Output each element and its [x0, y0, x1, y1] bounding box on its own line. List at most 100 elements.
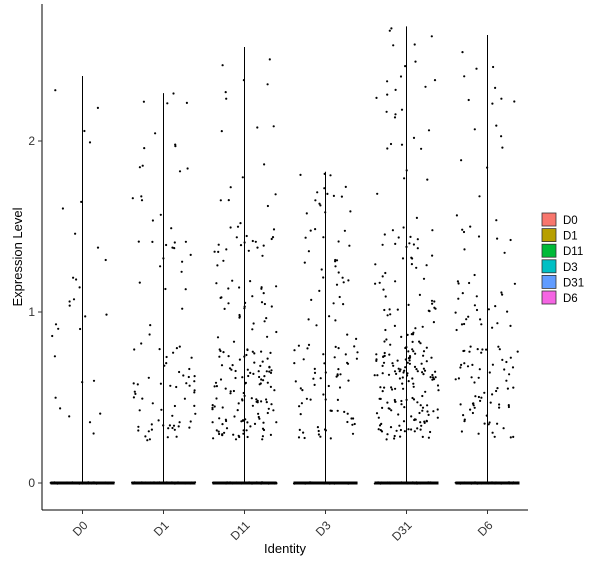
data-point	[381, 243, 384, 246]
data-point	[271, 236, 275, 239]
data-point	[269, 385, 272, 388]
data-point	[382, 355, 385, 358]
data-point	[473, 381, 476, 384]
data-point	[138, 166, 141, 169]
zero-point	[220, 482, 222, 485]
zero-point	[224, 482, 227, 485]
data-point	[215, 282, 218, 285]
data-point	[398, 424, 401, 427]
data-point	[408, 242, 411, 245]
data-point	[238, 286, 241, 289]
data-point	[467, 315, 470, 318]
data-point	[400, 403, 403, 406]
data-point	[88, 421, 92, 424]
data-point	[242, 391, 245, 395]
data-point	[425, 346, 428, 349]
legend-label-D6: D6	[563, 293, 578, 305]
zero-point	[131, 481, 133, 484]
data-point	[225, 427, 229, 430]
data-point	[314, 199, 317, 202]
data-point	[381, 406, 384, 409]
zero-point	[338, 482, 341, 485]
data-point	[183, 397, 186, 400]
data-point	[394, 280, 397, 283]
data-point	[347, 279, 350, 282]
data-point	[408, 359, 411, 362]
data-point	[216, 264, 219, 267]
zero-point	[109, 482, 112, 485]
data-point	[263, 320, 266, 323]
data-point	[481, 348, 484, 351]
data-point	[318, 202, 321, 205]
legend-label-D3: D3	[563, 262, 578, 274]
data-point	[463, 248, 466, 251]
data-point	[239, 244, 243, 247]
data-point	[252, 372, 255, 375]
data-point	[402, 420, 406, 423]
data-point	[328, 315, 331, 318]
data-point	[477, 235, 481, 238]
x-tick-label-D0: D0	[70, 518, 91, 539]
data-point	[184, 240, 187, 243]
zero-point	[305, 482, 308, 485]
data-point	[305, 397, 308, 400]
data-point	[319, 377, 322, 380]
data-point	[513, 282, 517, 285]
data-point	[230, 368, 233, 371]
data-point	[496, 387, 499, 390]
data-point	[421, 409, 424, 412]
data-point	[137, 429, 140, 432]
data-point	[410, 263, 413, 266]
data-point	[434, 370, 437, 373]
data-point	[224, 91, 227, 94]
data-point	[383, 386, 386, 389]
data-point	[503, 368, 506, 371]
legend-label-D1: D1	[563, 231, 578, 243]
data-point	[309, 398, 312, 401]
data-point	[418, 293, 421, 296]
data-point	[225, 97, 228, 100]
data-point	[400, 399, 403, 403]
data-point	[501, 146, 504, 149]
data-point	[256, 399, 259, 402]
data-point	[410, 256, 413, 259]
data-point	[382, 288, 385, 291]
data-point	[75, 278, 78, 281]
zero-point	[261, 481, 263, 484]
data-point	[421, 435, 424, 438]
data-point	[229, 390, 232, 393]
data-point	[178, 170, 182, 173]
data-point	[337, 240, 340, 243]
data-point	[412, 382, 415, 385]
data-point	[385, 338, 388, 341]
data-point	[395, 429, 398, 432]
data-point	[500, 97, 503, 100]
data-point	[253, 352, 256, 355]
data-point	[329, 174, 332, 177]
data-point	[68, 304, 71, 307]
data-point	[385, 438, 388, 441]
data-point	[151, 240, 154, 243]
data-point	[266, 357, 269, 360]
data-point	[173, 428, 176, 431]
zero-point	[292, 482, 295, 485]
data-point	[346, 420, 349, 424]
data-point	[430, 35, 433, 38]
data-point	[416, 247, 419, 250]
data-point	[173, 247, 176, 250]
data-point	[299, 413, 302, 416]
data-point	[477, 432, 480, 435]
data-point	[390, 409, 393, 412]
data-point	[178, 421, 181, 424]
data-point	[302, 431, 305, 434]
data-point	[137, 425, 140, 428]
data-point	[384, 271, 387, 275]
zero-point	[476, 482, 479, 485]
data-point	[252, 322, 255, 325]
zero-point	[222, 481, 225, 484]
data-point	[375, 96, 378, 99]
data-point	[412, 398, 416, 401]
data-point	[386, 401, 389, 404]
data-point	[412, 350, 415, 353]
zero-point	[92, 481, 95, 484]
